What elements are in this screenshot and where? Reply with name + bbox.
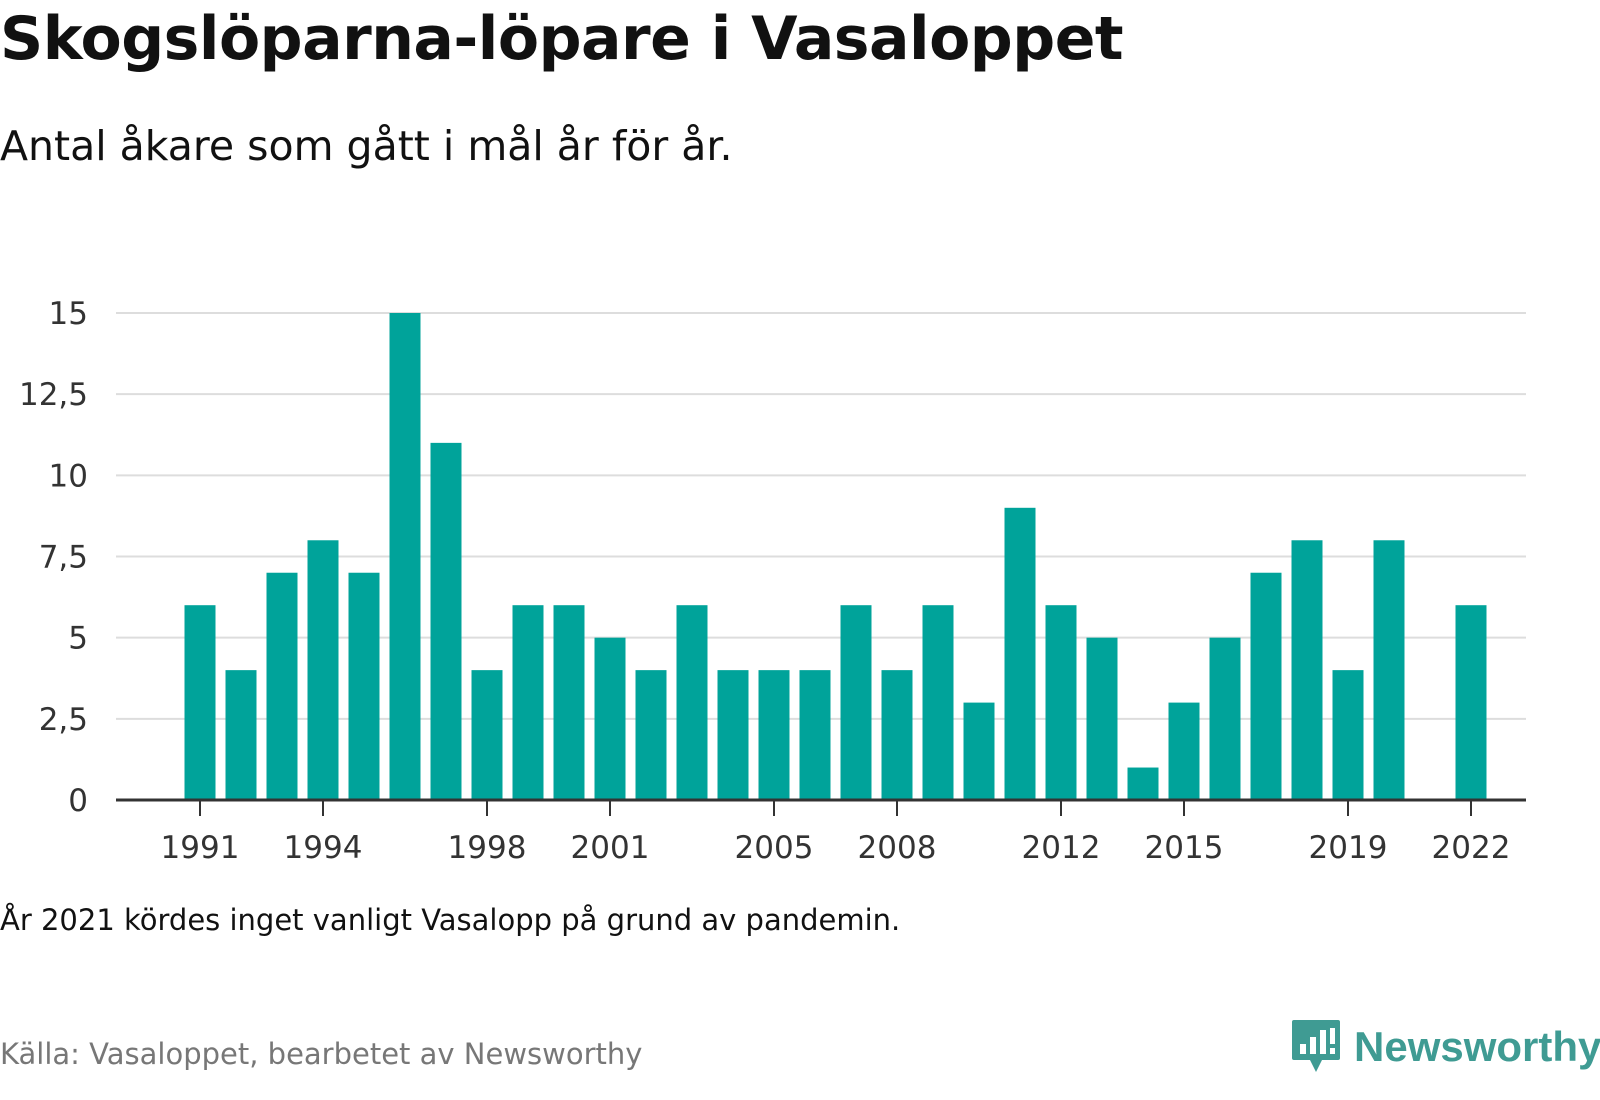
bar-2003 — [676, 605, 708, 800]
bar-1994 — [307, 540, 339, 800]
x-tick-label: 2015 — [1145, 830, 1224, 866]
bar-2017 — [1250, 572, 1282, 800]
bar-2002 — [635, 670, 667, 800]
source-note: Källa: Vasaloppet, bearbetet av Newswort… — [0, 1037, 643, 1071]
bar-2001 — [594, 637, 626, 800]
bar-2008 — [881, 670, 913, 800]
y-tick-label: 12,5 — [19, 377, 88, 413]
bar-2022 — [1455, 605, 1487, 800]
bar-1997 — [430, 442, 462, 800]
x-tick-label: 2012 — [1022, 830, 1101, 866]
chart-title: Skogslöparna-löpare i Vasaloppet — [0, 4, 1124, 74]
bar-2009 — [922, 605, 954, 800]
bar-2007 — [840, 605, 872, 800]
bar-2015 — [1168, 702, 1200, 800]
bar-1999 — [512, 605, 544, 800]
bar-1995 — [348, 572, 380, 800]
x-axis — [116, 798, 1526, 816]
bar-1993 — [266, 572, 298, 800]
x-tick-label: 2001 — [571, 830, 650, 866]
x-axis-labels: 1991 1994 1998 2001 2005 2008 2012 2015 2019 2022 — [161, 830, 1511, 866]
x-tick-label: 2008 — [858, 830, 937, 866]
bar-2018 — [1291, 540, 1323, 800]
bar-2011 — [1004, 507, 1036, 800]
newsworthy-bar-chart-icon — [1292, 1020, 1340, 1072]
y-tick-label: 5 — [68, 621, 88, 657]
bar-2012 — [1045, 605, 1077, 800]
bar-2014 — [1127, 767, 1159, 800]
y-axis-labels: 0 2,5 5 7,5 10 12,5 15 — [19, 296, 88, 819]
x-tick-label: 1998 — [448, 830, 527, 866]
bar-1996 — [389, 313, 421, 800]
x-tick-label: 1994 — [284, 830, 363, 866]
bar-2010 — [963, 702, 995, 800]
brand-name: Newsworthy — [1354, 1023, 1600, 1070]
bar-1991 — [184, 605, 216, 800]
x-tick-label: 1991 — [161, 830, 240, 866]
bar-2005 — [758, 670, 790, 800]
bar-2020 — [1373, 540, 1405, 800]
bar-2000 — [553, 605, 585, 800]
bar-2006 — [799, 670, 831, 800]
y-tick-label: 0 — [68, 783, 88, 819]
brand-logo: Newsworthy — [1290, 1018, 1600, 1076]
x-tick-label: 2005 — [735, 830, 814, 866]
bar-1998 — [471, 670, 503, 800]
y-tick-label: 7,5 — [39, 540, 88, 576]
chart-subtitle: Antal åkare som gått i mål år för år. — [0, 122, 733, 170]
bar-2016 — [1209, 637, 1241, 800]
y-tick-label: 2,5 — [39, 702, 88, 738]
bar-chart: 0 2,5 5 7,5 10 12,5 15 1991 1994 1998 2001 2005 200… — [19, 296, 1526, 866]
x-tick-label: 2022 — [1432, 830, 1511, 866]
y-tick-label: 10 — [49, 458, 88, 494]
footnote: År 2021 kördes inget vanligt Vasalopp på… — [0, 903, 901, 937]
x-tick-label: 2019 — [1309, 830, 1388, 866]
bar-2004 — [717, 670, 749, 800]
bars — [184, 313, 1487, 800]
bar-1992 — [225, 670, 257, 800]
bar-2013 — [1086, 637, 1118, 800]
y-tick-label: 15 — [49, 296, 88, 332]
bar-2019 — [1332, 670, 1364, 800]
